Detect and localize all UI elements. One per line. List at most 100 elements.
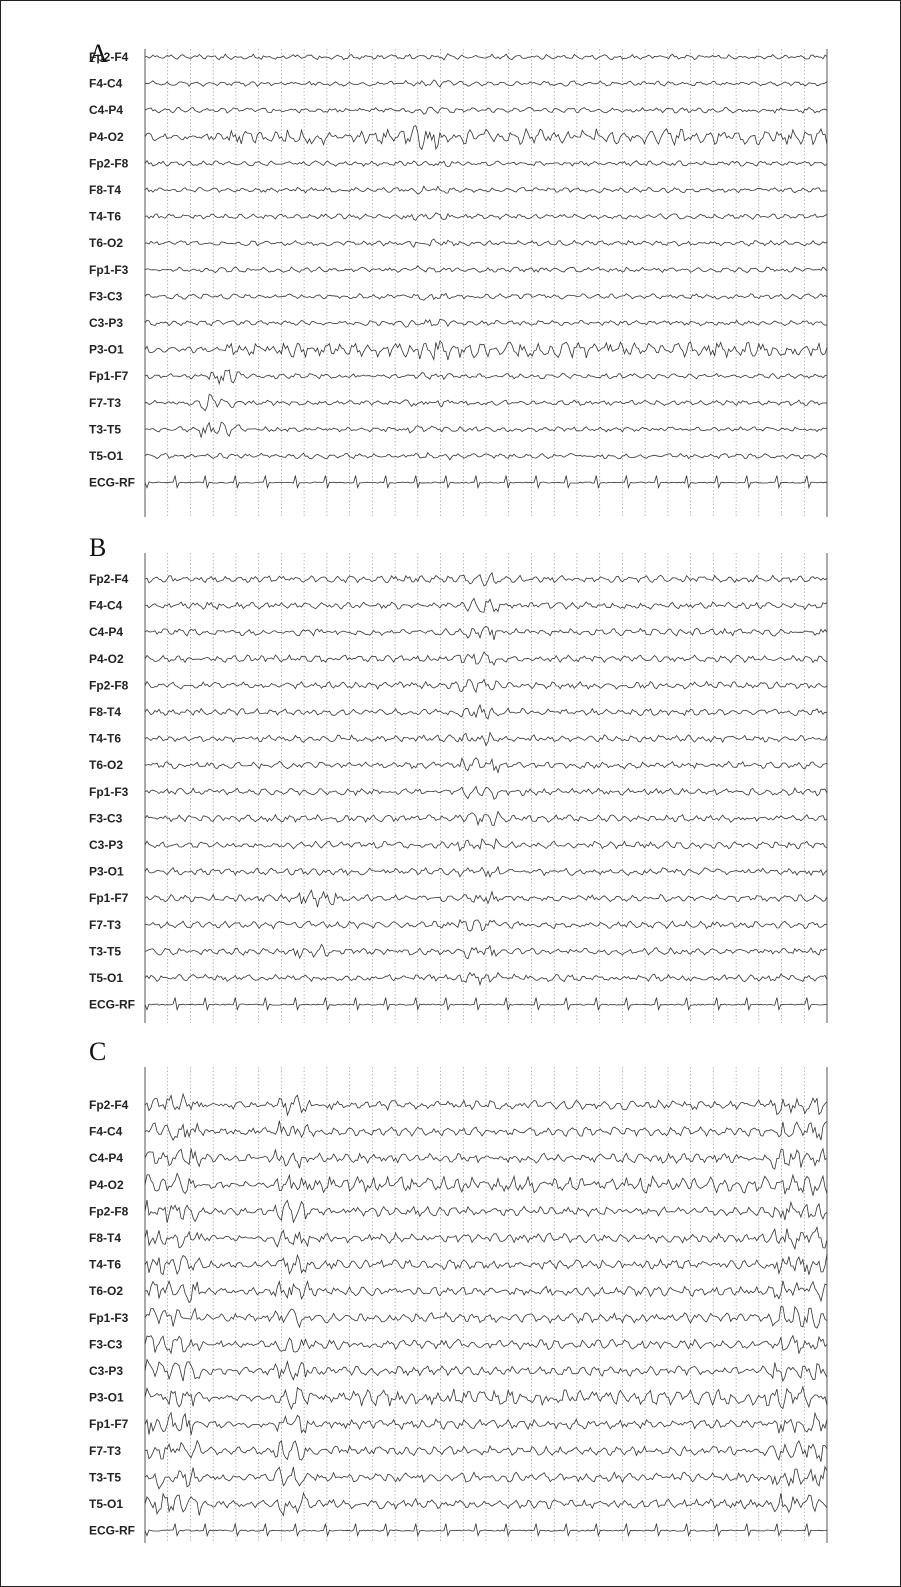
channel-label: ECG-RF (89, 476, 135, 490)
channel-label: T5-O1 (89, 971, 123, 985)
eeg-trace (144, 185, 828, 195)
eeg-traces-svg: Fp2-F4 F4-C4 C4-P4 P4-O2 Fp2-F8 F8-T4 T4-T6 T6-… (89, 49, 828, 517)
eeg-trace (144, 1465, 828, 1490)
eeg-trace (144, 918, 828, 932)
channel-label: Fp2-F4 (89, 572, 129, 586)
channel-label: T3-T5 (89, 1470, 121, 1484)
channel-label: C3-P3 (89, 838, 123, 852)
channel-label: ECG-RF (89, 1524, 135, 1538)
eeg-trace (144, 1172, 828, 1196)
eeg-trace (144, 571, 828, 587)
channel-label: Fp1-F7 (89, 369, 129, 383)
channel-label: Fp1-F7 (89, 891, 129, 905)
channel-label: P4-O2 (89, 652, 124, 666)
channel-label: Fp1-F7 (89, 1417, 129, 1431)
eeg-trace (144, 625, 828, 640)
channel-label: Fp2-F8 (89, 156, 129, 170)
eeg-trace (144, 53, 828, 61)
eeg-trace (144, 1385, 828, 1410)
channel-label: T4-T6 (89, 210, 121, 224)
panel-letter-a: A (89, 39, 108, 68)
eeg-trace (144, 810, 828, 827)
channel-label: ECG-RF (89, 998, 135, 1012)
channel-label: Fp2-F4 (89, 50, 129, 64)
eeg-trace (144, 1358, 828, 1383)
channel-label: P3-O1 (89, 865, 124, 879)
channel-label: F4-C4 (89, 1125, 123, 1139)
channel-label: Fp1-F3 (89, 263, 129, 277)
eeg-trace (144, 1092, 828, 1117)
eeg-trace (144, 475, 828, 490)
eeg-trace (144, 678, 828, 694)
panel-letter-b: B (89, 533, 107, 562)
channel-label: T3-T5 (89, 422, 121, 436)
channel-label: F7-T3 (89, 1444, 121, 1458)
eeg-trace (144, 1279, 828, 1304)
channel-label: P3-O1 (89, 1391, 124, 1405)
eeg-trace (144, 1411, 828, 1435)
eeg-trace (144, 79, 828, 88)
eeg-trace (144, 292, 828, 301)
channel-label: F3-C3 (89, 1337, 123, 1351)
eeg-traces-svg: Fp2-F4 F4-C4 C4-P4 P4-O2 Fp2-F8 F8-T4 T4-T6 T6-… (89, 553, 828, 1023)
channel-label: T4-T6 (89, 732, 121, 746)
channel-label: T6-O2 (89, 236, 123, 250)
eeg-trace (144, 451, 828, 461)
eeg-trace (144, 597, 828, 613)
eeg-trace (144, 785, 828, 800)
eeg-trace-area-b: Fp2-F4 F4-C4 C4-P4 P4-O2 Fp2-F8 F8-T4 T4-T6 T6-… (1, 533, 900, 1033)
channel-label: T5-O1 (89, 449, 123, 463)
channel-label: T6-O2 (89, 758, 123, 772)
channel-label: F3-C3 (89, 289, 123, 303)
channel-label: F3-C3 (89, 811, 123, 825)
eeg-trace (144, 125, 828, 151)
channel-label: F8-T4 (89, 1231, 121, 1245)
channel-label: T6-O2 (89, 1284, 123, 1298)
eeg-panel-c: C Fp2-F4 F4-C4 C4-P4 P4-O2 Fp2-F8 F8-T4 T4-T6 T… (1, 1037, 900, 1557)
eeg-trace (144, 971, 828, 987)
channel-label: F8-T4 (89, 705, 121, 719)
eeg-trace-area-c: Fp2-F4 F4-C4 C4-P4 P4-O2 Fp2-F8 F8-T4 T4-T6 T6-… (1, 1037, 900, 1557)
channel-label: Fp2-F8 (89, 678, 129, 692)
channel-label: P4-O2 (89, 1178, 124, 1192)
panel-letter-c: C (89, 1037, 107, 1066)
channel-label: F7-T3 (89, 396, 121, 410)
eeg-trace (144, 1305, 828, 1329)
eeg-traces-svg: Fp2-F4 F4-C4 C4-P4 P4-O2 Fp2-F8 F8-T4 T4-T6 T6-… (89, 1067, 828, 1543)
eeg-trace (144, 340, 828, 361)
eeg-trace (144, 106, 828, 115)
eeg-trace (144, 703, 828, 720)
channel-label: T5-O1 (89, 1497, 123, 1511)
channel-label: F4-C4 (89, 77, 123, 91)
channel-label: T4-T6 (89, 1258, 121, 1272)
eeg-trace (144, 756, 828, 774)
eeg-trace (144, 265, 828, 274)
eeg-trace (144, 731, 828, 747)
channel-label: C3-P3 (89, 316, 123, 330)
channel-label: Fp2-F4 (89, 1098, 129, 1112)
channel-label: P3-O1 (89, 343, 124, 357)
eeg-trace (144, 943, 828, 960)
eeg-trace (144, 1439, 828, 1462)
eeg-panel-b: B Fp2-F4 F4-C4 C4-P4 P4-O2 Fp2-F8 F8-T4 T4-T6 T… (1, 533, 900, 1033)
eeg-trace (144, 159, 828, 168)
eeg-trace (144, 865, 828, 878)
eeg-trace (144, 1226, 828, 1251)
channel-label: Fp1-F3 (89, 785, 129, 799)
eeg-trace (144, 238, 828, 248)
eeg-trace (144, 1253, 828, 1276)
eeg-trace (144, 837, 828, 852)
eeg-trace (144, 1147, 828, 1170)
channel-label: C4-P4 (89, 625, 123, 639)
eeg-trace (144, 997, 828, 1012)
eeg-trace-area-a: Fp2-F4 F4-C4 C4-P4 P4-O2 Fp2-F8 F8-T4 T4-T6 T6-… (1, 39, 900, 529)
eeg-trace (144, 1120, 828, 1141)
eeg-trace (144, 393, 828, 412)
eeg-trace (144, 889, 828, 908)
channel-label: F7-T3 (89, 918, 121, 932)
channel-label: C4-P4 (89, 103, 123, 117)
channel-label: F4-C4 (89, 599, 123, 613)
channel-label: P4-O2 (89, 130, 124, 144)
eeg-trace (144, 651, 828, 666)
eeg-trace (144, 1199, 828, 1224)
